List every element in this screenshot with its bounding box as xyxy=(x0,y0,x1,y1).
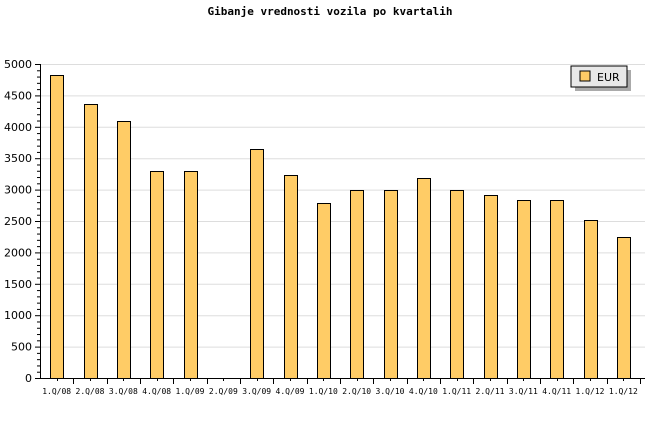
y-tick-label: 5000 xyxy=(4,58,32,71)
bar xyxy=(350,190,364,379)
x-tick-label: 1.Q/12 xyxy=(576,387,605,396)
y-tick-label: 3000 xyxy=(4,184,32,197)
bar xyxy=(584,220,598,379)
bar xyxy=(484,195,498,379)
bar xyxy=(450,190,464,379)
legend-swatch xyxy=(579,70,591,82)
x-tick-label: 3.Q/11 xyxy=(509,387,538,396)
chart-title: Gibanje vrednosti vozila po kvartalih xyxy=(207,5,452,18)
bar xyxy=(50,75,64,379)
x-tick-label: 1.Q/09 xyxy=(176,387,205,396)
x-tick-label: 4.Q/10 xyxy=(409,387,438,396)
y-tick-label: 2500 xyxy=(4,215,32,228)
y-tick-labels: 0 500 1000 1500 2000 2500 3000 3500 4000 4500 5000 xyxy=(4,58,32,385)
x-tick-label: 2.Q/11 xyxy=(476,387,505,396)
y-tick-label: 3500 xyxy=(4,152,32,165)
y-tick-label: 2000 xyxy=(4,246,32,259)
bar xyxy=(317,203,331,379)
x-tick-label: 3.Q/08 xyxy=(109,387,138,396)
x-tick-label: 2.Q/08 xyxy=(76,387,105,396)
y-tick-label: 4500 xyxy=(4,89,32,102)
x-tick-label: 1.Q/10 xyxy=(309,387,338,396)
bar xyxy=(417,178,431,379)
axes xyxy=(35,64,645,384)
bar xyxy=(184,171,198,379)
bars xyxy=(50,75,631,379)
x-tick-label: 1.Q/08 xyxy=(42,387,71,396)
y-tick-label: 1000 xyxy=(4,309,32,322)
bar xyxy=(284,175,298,379)
bar xyxy=(517,200,531,379)
x-tick-label: 3.Q/10 xyxy=(376,387,405,396)
x-tick-label: 4.Q/08 xyxy=(142,387,171,396)
x-tick-label: 3.Q/09 xyxy=(242,387,271,396)
x-tick-label: 2.Q/10 xyxy=(342,387,371,396)
y-tick-label: 500 xyxy=(11,341,32,354)
bar xyxy=(384,190,398,379)
bar xyxy=(84,104,98,379)
legend-label: EUR xyxy=(597,71,620,84)
x-tick-label: 2.Q/09 xyxy=(209,387,238,396)
gridlines xyxy=(40,64,645,348)
bar xyxy=(617,237,631,379)
bar xyxy=(150,171,164,379)
x-tick-label: 1.Q/11 xyxy=(442,387,471,396)
bar xyxy=(250,149,264,379)
bar xyxy=(117,121,131,379)
x-tick-labels: 1.Q/08 2.Q/08 3.Q/08 4.Q/08 1.Q/09 2.Q/09 3.Q/… xyxy=(42,387,638,396)
y-tick-label: 1500 xyxy=(4,278,32,291)
y-tick-label: 0 xyxy=(25,372,32,385)
x-tick-label: 4.Q/09 xyxy=(276,387,305,396)
x-tick-label: 4.Q/11 xyxy=(542,387,571,396)
bar xyxy=(550,200,564,379)
x-tick-label: 1.Q/12 xyxy=(609,387,638,396)
y-tick-label: 4000 xyxy=(4,121,32,134)
legend: EUR xyxy=(570,65,631,91)
